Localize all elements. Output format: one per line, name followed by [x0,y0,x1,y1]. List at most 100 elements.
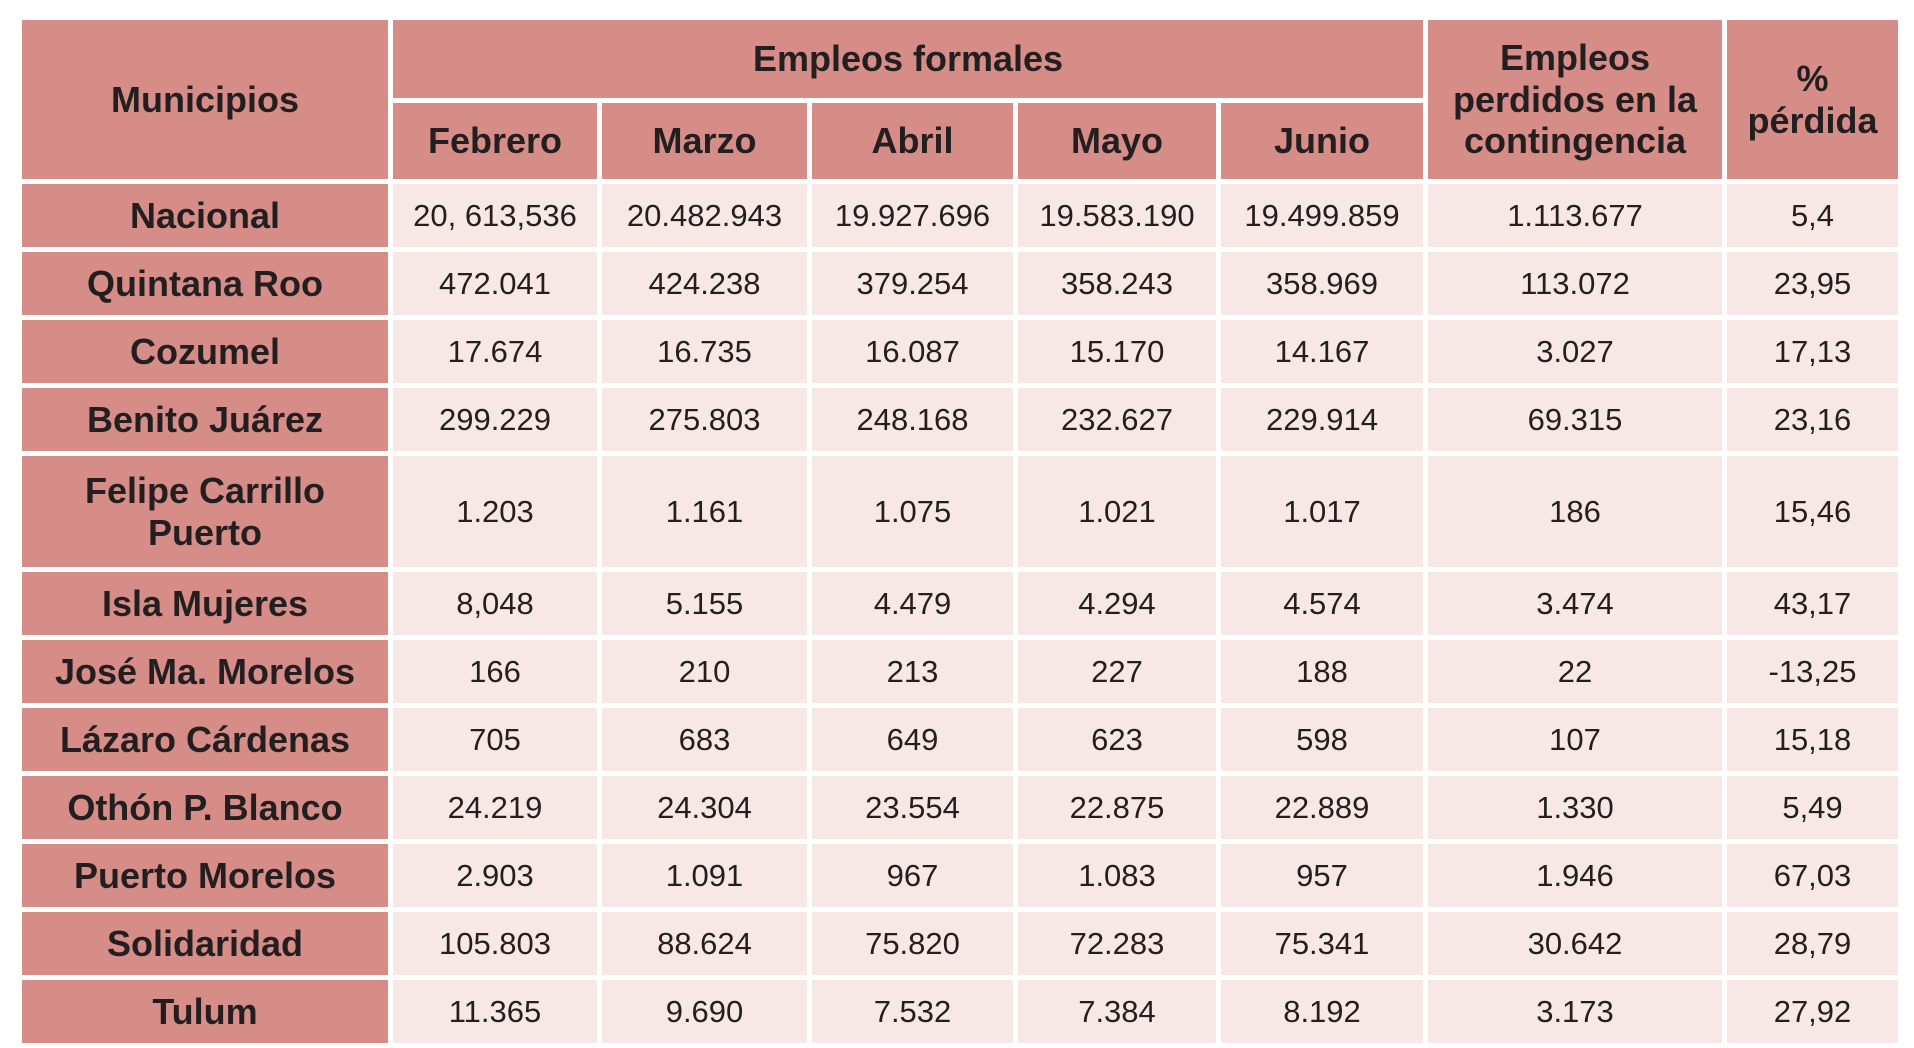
cell: 16.087 [812,320,1013,383]
table-row: Felipe Carrillo Puerto 1.203 1.161 1.075 1.0… [22,456,1898,567]
cell: 14.167 [1221,320,1423,383]
cell: 9.690 [602,980,807,1043]
municipality: Nacional [22,184,388,247]
cell: 232.627 [1018,388,1216,451]
cell: 67,03 [1727,844,1898,907]
cell: 28,79 [1727,912,1898,975]
cell: 379.254 [812,252,1013,315]
cell: 107 [1428,708,1722,771]
table-row: Lázaro Cárdenas 705 683 649 623 598 107 15,18 [22,708,1898,771]
cell: 1.330 [1428,776,1722,839]
cell: 4.479 [812,572,1013,635]
cell: 2.903 [393,844,597,907]
cell: 1.017 [1221,456,1423,567]
table-row: Puerto Morelos 2.903 1.091 967 1.083 957 1.946… [22,844,1898,907]
cell: 186 [1428,456,1722,567]
cell: 11.365 [393,980,597,1043]
cell: 30.642 [1428,912,1722,975]
municipality: Felipe Carrillo Puerto [22,456,388,567]
cell: 967 [812,844,1013,907]
cell: 7.532 [812,980,1013,1043]
cell: 17.674 [393,320,597,383]
municipality: José Ma. Morelos [22,640,388,703]
cell: 705 [393,708,597,771]
cell: 5,49 [1727,776,1898,839]
cell: 75.820 [812,912,1013,975]
header-month: Febrero [393,103,597,179]
cell: 683 [602,708,807,771]
municipality: Isla Mujeres [22,572,388,635]
table-row: Quintana Roo 472.041 424.238 379.254 358.243… [22,252,1898,315]
table-row: Othón P. Blanco 24.219 24.304 23.554 22.875 2… [22,776,1898,839]
cell: 3.173 [1428,980,1722,1043]
table-row: Solidaridad 105.803 88.624 75.820 72.283 75.3… [22,912,1898,975]
employment-table: Municipios Empleos formales Empleos perd… [17,15,1903,1048]
cell: 3.027 [1428,320,1722,383]
cell: 358.969 [1221,252,1423,315]
cell: 210 [602,640,807,703]
municipality: Tulum [22,980,388,1043]
cell: 213 [812,640,1013,703]
cell: 75.341 [1221,912,1423,975]
cell: 19.499.859 [1221,184,1423,247]
cell: 1.113.677 [1428,184,1722,247]
cell: 22 [1428,640,1722,703]
table-row: Benito Juárez 299.229 275.803 248.168 232.62… [22,388,1898,451]
cell: 24.219 [393,776,597,839]
cell: 20, 613,536 [393,184,597,247]
cell: 188 [1221,640,1423,703]
cell: 23.554 [812,776,1013,839]
cell: 1.091 [602,844,807,907]
header-lost: Empleos perdidos en la contingencia [1428,20,1722,179]
cell: 7.384 [1018,980,1216,1043]
cell: 43,17 [1727,572,1898,635]
cell: 8,048 [393,572,597,635]
cell: 1.203 [393,456,597,567]
header-month: Mayo [1018,103,1216,179]
cell: 424.238 [602,252,807,315]
municipality: Cozumel [22,320,388,383]
cell: 15,18 [1727,708,1898,771]
cell: 1.021 [1018,456,1216,567]
cell: 20.482.943 [602,184,807,247]
municipality: Quintana Roo [22,252,388,315]
table-row: Isla Mujeres 8,048 5.155 4.479 4.294 4.574 3.4… [22,572,1898,635]
header-group: Empleos formales [393,20,1423,98]
cell: 248.168 [812,388,1013,451]
header-month: Marzo [602,103,807,179]
cell: 8.192 [1221,980,1423,1043]
cell: 299.229 [393,388,597,451]
cell: 69.315 [1428,388,1722,451]
cell: 598 [1221,708,1423,771]
cell: 23,95 [1727,252,1898,315]
cell: 275.803 [602,388,807,451]
cell: 472.041 [393,252,597,315]
table-row: José Ma. Morelos 166 210 213 227 188 22 -13,25 [22,640,1898,703]
cell: 1.946 [1428,844,1722,907]
header-month: Abril [812,103,1013,179]
cell: 649 [812,708,1013,771]
municipality: Solidaridad [22,912,388,975]
cell: 4.294 [1018,572,1216,635]
cell: 24.304 [602,776,807,839]
municipality: Benito Juárez [22,388,388,451]
cell: 1.161 [602,456,807,567]
cell: 4.574 [1221,572,1423,635]
table-row: Nacional 20, 613,536 20.482.943 19.927.696 1… [22,184,1898,247]
cell: 5,4 [1727,184,1898,247]
cell: 113.072 [1428,252,1722,315]
table-row: Tulum 11.365 9.690 7.532 7.384 8.192 3.173 27,9… [22,980,1898,1043]
cell: 166 [393,640,597,703]
cell: 22.875 [1018,776,1216,839]
cell: 15,46 [1727,456,1898,567]
header-municipios: Municipios [22,20,388,179]
municipality: Lázaro Cárdenas [22,708,388,771]
cell: 72.283 [1018,912,1216,975]
cell: 227 [1018,640,1216,703]
cell: 1.075 [812,456,1013,567]
header-month: Junio [1221,103,1423,179]
cell: 23,16 [1727,388,1898,451]
cell: 5.155 [602,572,807,635]
cell: 27,92 [1727,980,1898,1043]
